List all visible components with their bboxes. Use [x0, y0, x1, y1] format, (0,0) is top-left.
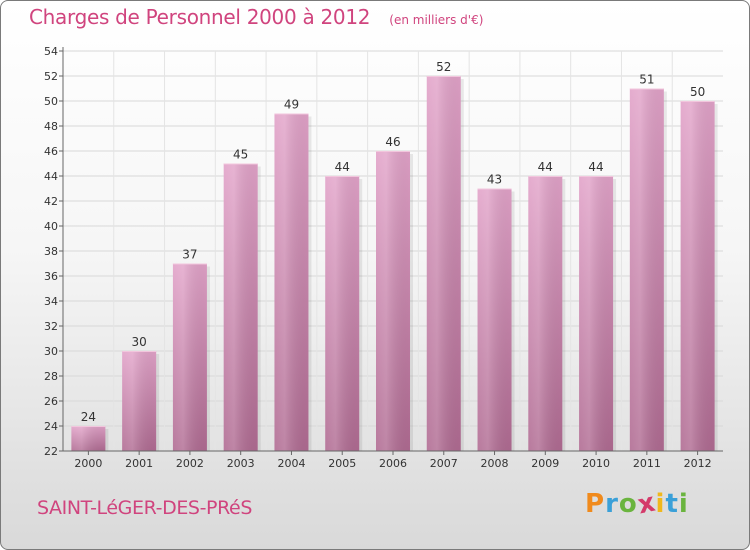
bar-shading: [122, 351, 157, 451]
bars-layer: [71, 76, 718, 451]
x-tick-label: 2002: [176, 457, 204, 470]
bar-2002: [172, 263, 210, 451]
bar-shading: [274, 113, 309, 451]
y-tick-label: 36: [44, 270, 58, 283]
bar-2011: [629, 88, 667, 451]
y-tick-label: 32: [44, 320, 58, 333]
y-tick-label: 34: [44, 295, 58, 308]
x-tick-label: 2001: [125, 457, 153, 470]
logo-letter: i: [678, 489, 689, 519]
bar-shading: [172, 263, 207, 451]
y-tick-label: 38: [44, 245, 58, 258]
bar-2005: [325, 176, 363, 451]
data-label: 44: [335, 160, 350, 174]
bar-shading: [477, 188, 512, 451]
y-tick-label: 42: [44, 195, 58, 208]
title-row: Charges de Personnel 2000 à 2012 (en mil…: [29, 5, 483, 29]
x-tick-label: 2010: [582, 457, 610, 470]
x-tick-label: 2000: [74, 457, 102, 470]
logo-letter: o: [618, 489, 638, 519]
data-label: 49: [284, 98, 299, 112]
y-tick-label: 28: [44, 370, 58, 383]
labels-layer: 24 30 37 45 49 44 46 52 43 44 44 51 50: [81, 60, 706, 424]
x-tick-label: 2008: [481, 457, 509, 470]
bar-2010: [579, 176, 617, 451]
logo-letter: t: [665, 489, 679, 519]
x-tick-label: 2006: [379, 457, 407, 470]
y-tick-label: 50: [44, 95, 58, 108]
bar-shading: [325, 176, 360, 451]
data-label: 30: [132, 335, 147, 349]
proxiti-logo[interactable]: Proxiti: [585, 487, 689, 520]
bar-shading: [376, 151, 410, 451]
data-label: 50: [690, 85, 705, 99]
bar-shading: [223, 163, 258, 451]
data-label: 51: [639, 73, 654, 87]
logo-letter: r: [605, 489, 619, 519]
y-tick-label: 46: [44, 145, 58, 158]
bar-2012: [680, 101, 718, 451]
data-label: 52: [436, 60, 451, 74]
axis-layer: 22 24 26 28 30 32 34 36 38 40 42 44 46 48 50 52 54 2000 20…: [44, 45, 723, 470]
x-tick-label: 2004: [277, 457, 305, 470]
bar-2008: [477, 188, 515, 451]
bar-shading: [528, 176, 563, 451]
x-tick-label: 2007: [430, 457, 458, 470]
y-tick-label: 26: [44, 395, 58, 408]
bar-2009: [528, 176, 566, 451]
y-tick-label: 48: [44, 120, 58, 133]
x-tick-label: 2012: [684, 457, 712, 470]
y-tick-label: 30: [44, 345, 58, 358]
data-label: 37: [182, 248, 197, 262]
y-tick-label: 24: [44, 420, 58, 433]
data-label: 46: [385, 135, 400, 149]
bar-shading: [680, 101, 715, 451]
bar-2007: [426, 76, 464, 451]
x-tick-label: 2011: [633, 457, 661, 470]
bar-shading: [629, 88, 664, 451]
bar-2000: [71, 426, 109, 451]
bar-shading: [71, 426, 106, 451]
chart-unit-label: (en milliers d'€): [389, 13, 484, 27]
commune-name: SAINT-LéGER-DES-PRéS: [37, 497, 253, 519]
bar-2006: [376, 151, 413, 451]
logo-letter: P: [585, 489, 606, 519]
logo-letter: i: [655, 489, 666, 519]
y-tick-label: 44: [44, 170, 58, 183]
bar-shading: [426, 76, 461, 451]
bar-2003: [223, 163, 261, 451]
bar-shading: [579, 176, 614, 451]
y-tick-label: 22: [44, 445, 58, 458]
y-tick-label: 54: [44, 45, 58, 58]
data-label: 45: [233, 148, 248, 162]
data-label: 43: [487, 173, 502, 187]
y-tick-label: 40: [44, 220, 58, 233]
bar-2004: [274, 113, 312, 451]
data-label: 44: [538, 160, 553, 174]
x-tick-label: 2003: [227, 457, 255, 470]
bar-2001: [122, 351, 160, 451]
chart-title: Charges de Personnel 2000 à 2012: [29, 5, 371, 29]
data-label: 24: [81, 410, 96, 424]
y-tick-label: 52: [44, 70, 58, 83]
data-label: 44: [588, 160, 603, 174]
x-tick-label: 2009: [531, 457, 559, 470]
x-tick-label: 2005: [328, 457, 356, 470]
